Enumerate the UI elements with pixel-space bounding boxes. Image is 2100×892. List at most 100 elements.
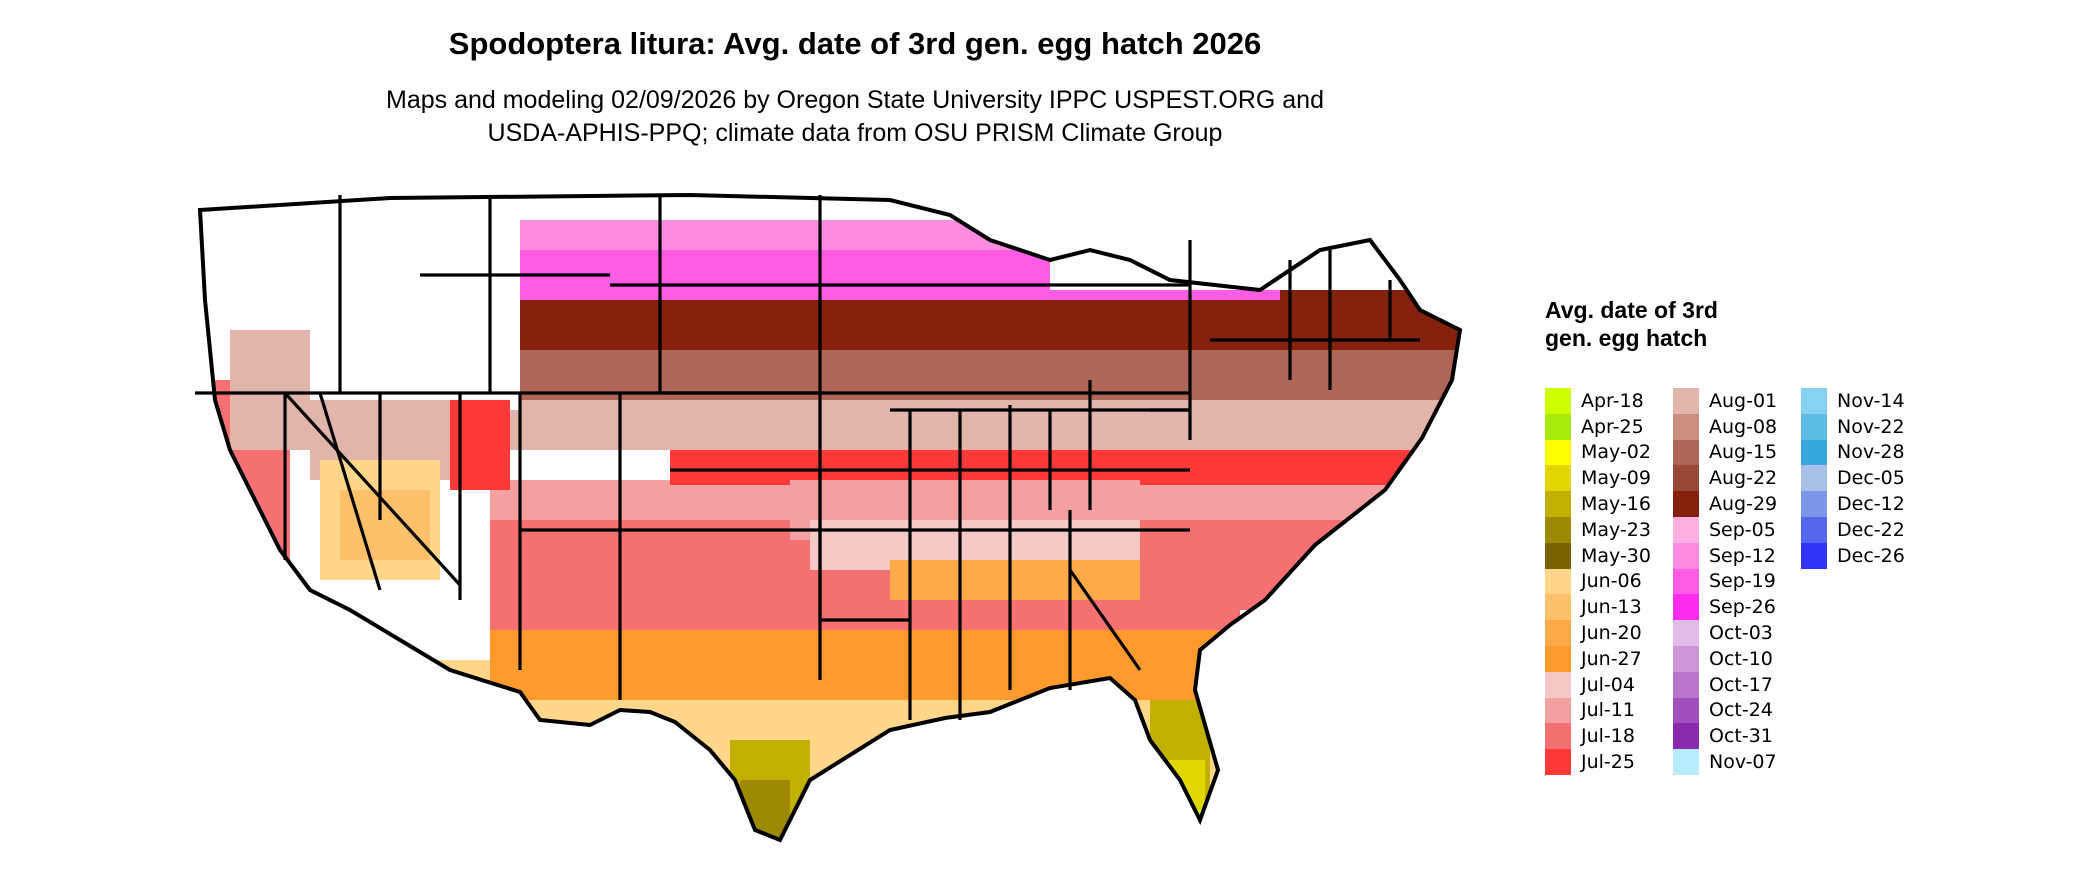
legend-swatch <box>1801 516 1827 543</box>
subtitle-line-1: Maps and modeling 02/09/2026 by Oregon S… <box>386 86 1324 114</box>
legend-items: Apr-18 Apr-25 May-02 May-09 May-16 May-23 May-… <box>1545 388 1929 775</box>
legend-swatch <box>1673 542 1699 569</box>
legend-item: May-02 <box>1545 439 1673 466</box>
legend-swatch <box>1545 645 1571 672</box>
legend-item: Aug-01 <box>1673 388 1801 414</box>
legend-item: Jul-11 <box>1545 697 1673 724</box>
legend-swatch <box>1673 388 1699 414</box>
legend-item: May-30 <box>1545 542 1673 569</box>
legend-label: Dec-22 <box>1837 518 1905 541</box>
legend-swatch <box>1545 697 1571 724</box>
legend: Avg. date of 3rd gen. egg hatch Apr-18 Ap… <box>1545 296 1905 775</box>
legend-swatch <box>1545 491 1571 517</box>
legend-label: Aug-08 <box>1709 415 1778 438</box>
legend-item: Apr-25 <box>1545 413 1673 440</box>
legend-label: Nov-14 <box>1837 389 1905 412</box>
legend-swatch <box>1673 749 1699 775</box>
legend-label: Jun-20 <box>1581 622 1642 645</box>
legend-label: Aug-29 <box>1709 493 1778 516</box>
legend-item: Jun-13 <box>1545 594 1673 621</box>
legend-item: Nov-07 <box>1673 749 1801 775</box>
legend-item: Oct-10 <box>1673 645 1801 672</box>
legend-swatch <box>1673 594 1699 621</box>
legend-label: Sep-05 <box>1709 518 1776 541</box>
legend-item: May-09 <box>1545 465 1673 492</box>
legend-swatch <box>1801 465 1827 492</box>
legend-item: May-16 <box>1545 491 1673 517</box>
legend-swatch <box>1545 388 1571 414</box>
legend-swatch <box>1673 671 1699 698</box>
subtitle-line-2: USDA-APHIS-PPQ; climate data from OSU PR… <box>487 119 1223 147</box>
legend-label: Oct-17 <box>1709 673 1773 696</box>
legend-item: Jun-27 <box>1545 645 1673 672</box>
legend-label: Aug-01 <box>1709 389 1778 412</box>
legend-swatch <box>1801 542 1827 569</box>
legend-label: Dec-05 <box>1837 467 1905 490</box>
legend-item: Jun-06 <box>1545 568 1673 595</box>
legend-swatch <box>1673 413 1699 440</box>
legend-title: Avg. date of 3rd gen. egg hatch <box>1545 297 1718 351</box>
legend-swatch <box>1545 620 1571 646</box>
legend-item: Dec-12 <box>1801 491 1929 517</box>
legend-label: Oct-03 <box>1709 622 1773 645</box>
us-hatch-date-map <box>195 192 1463 843</box>
legend-item: Nov-14 <box>1801 388 1929 414</box>
legend-item: Jun-20 <box>1545 620 1673 646</box>
legend-swatch <box>1801 413 1827 440</box>
legend-swatch <box>1673 697 1699 724</box>
legend-swatch <box>1545 671 1571 698</box>
legend-label: May-02 <box>1581 441 1651 464</box>
legend-swatch <box>1545 594 1571 621</box>
legend-swatch <box>1673 516 1699 543</box>
legend-label: Sep-26 <box>1709 596 1776 619</box>
legend-item: Sep-26 <box>1673 594 1801 621</box>
legend-item: Aug-29 <box>1673 491 1801 517</box>
legend-swatch <box>1545 516 1571 543</box>
legend-label: May-23 <box>1581 518 1651 541</box>
legend-label: Jul-18 <box>1581 725 1635 748</box>
legend-label: Jun-06 <box>1581 570 1642 593</box>
legend-swatch <box>1545 542 1571 569</box>
legend-label: Jun-13 <box>1581 596 1642 619</box>
legend-item: Dec-26 <box>1801 542 1929 569</box>
legend-item: Dec-22 <box>1801 516 1929 543</box>
legend-swatch <box>1801 491 1827 517</box>
legend-item: Aug-22 <box>1673 465 1801 492</box>
legend-label: May-30 <box>1581 544 1651 567</box>
legend-item: Sep-05 <box>1673 516 1801 543</box>
legend-swatch <box>1545 568 1571 595</box>
legend-item: Jul-04 <box>1545 671 1673 698</box>
legend-swatch <box>1545 413 1571 440</box>
legend-label: Jun-27 <box>1581 647 1642 670</box>
legend-swatch <box>1545 749 1571 775</box>
us-outline <box>197 192 1463 843</box>
legend-swatch <box>1673 439 1699 466</box>
legend-label: Apr-25 <box>1581 415 1644 438</box>
legend-item: Apr-18 <box>1545 388 1673 414</box>
legend-item: Oct-24 <box>1673 697 1801 724</box>
legend-label: Sep-19 <box>1709 570 1776 593</box>
map-subtitle: Maps and modeling 02/09/2026 by Oregon S… <box>0 84 1710 150</box>
legend-item: Oct-31 <box>1673 723 1801 750</box>
legend-label: Aug-22 <box>1709 467 1778 490</box>
legend-item: Jul-25 <box>1545 749 1673 775</box>
legend-label: Oct-31 <box>1709 725 1773 748</box>
legend-label: Jul-04 <box>1581 673 1635 696</box>
legend-label: Dec-26 <box>1837 544 1905 567</box>
legend-swatch <box>1673 465 1699 492</box>
legend-item: Oct-03 <box>1673 620 1801 646</box>
legend-label: May-16 <box>1581 493 1651 516</box>
legend-label: May-09 <box>1581 467 1651 490</box>
legend-item: Aug-08 <box>1673 413 1801 440</box>
legend-label: Oct-24 <box>1709 699 1773 722</box>
legend-swatch <box>1801 439 1827 466</box>
state-borders <box>195 195 1420 720</box>
legend-label: Apr-18 <box>1581 389 1644 412</box>
legend-label: Nov-07 <box>1709 751 1777 774</box>
legend-label: Jul-11 <box>1581 699 1635 722</box>
legend-swatch <box>1545 723 1571 750</box>
legend-swatch <box>1673 723 1699 750</box>
map-title: Spodoptera litura: Avg. date of 3rd gen.… <box>448 26 1262 61</box>
legend-swatch <box>1673 620 1699 646</box>
legend-label: Sep-12 <box>1709 544 1776 567</box>
